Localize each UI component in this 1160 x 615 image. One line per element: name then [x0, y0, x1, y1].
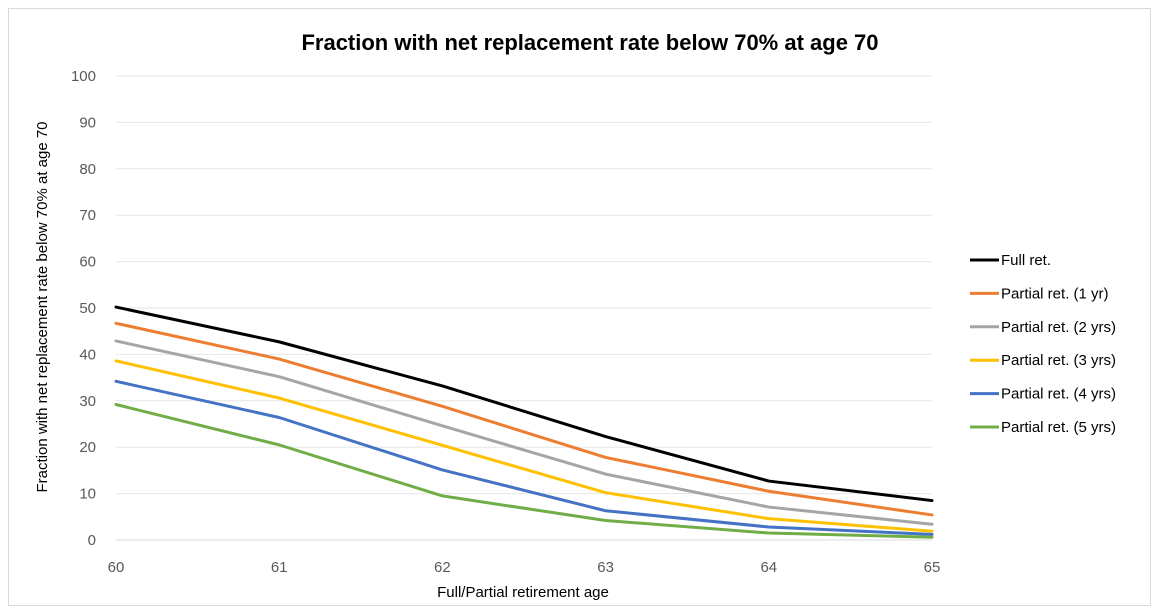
y-tick-label: 50: [79, 300, 96, 317]
series-line-4: [114, 359, 934, 533]
series-line-5: [114, 379, 934, 536]
x-axis-ticks: 60 61 62 63 64 65: [108, 559, 941, 576]
x-tick-label: 64: [760, 559, 777, 576]
y-tick-label: 70: [79, 207, 96, 224]
chart-frame: [8, 8, 1151, 606]
x-tick-label: 61: [271, 559, 288, 576]
legend-item: Partial ret. (3 yrs): [970, 352, 1116, 369]
series-line-6: [114, 403, 934, 539]
x-tick-label: 60: [108, 559, 125, 576]
x-tick-label: 63: [597, 559, 614, 576]
legend-label: Partial ret. (5 yrs): [1001, 419, 1116, 436]
legend-label: Partial ret. (1 yr): [1001, 285, 1109, 302]
chart-title: Fraction with net replacement rate below…: [301, 30, 878, 55]
y-axis-ticks: 0 10 20 30 40 50 60 70 80 90 100: [71, 68, 96, 549]
series-line-3: [114, 339, 934, 526]
x-tick-label: 62: [434, 559, 451, 576]
legend-item: Partial ret. (4 yrs): [970, 386, 1116, 403]
y-tick-label: 90: [79, 114, 96, 131]
legend-item: Full ret.: [970, 252, 1051, 269]
y-tick-label: 60: [79, 254, 96, 271]
x-tick-label: 65: [924, 559, 941, 576]
legend-item: Partial ret. (1 yr): [970, 285, 1109, 302]
legend-item: Partial ret. (5 yrs): [970, 419, 1116, 436]
y-axis-label: Fraction with net replacement rate below…: [34, 121, 51, 492]
legend-label: Partial ret. (3 yrs): [1001, 352, 1116, 369]
y-tick-label: 20: [79, 439, 96, 456]
series-line-2: [114, 321, 934, 517]
y-tick-label: 30: [79, 393, 96, 410]
series-line-1: [114, 305, 934, 503]
legend-label: Partial ret. (4 yrs): [1001, 386, 1116, 403]
x-axis-label: Full/Partial retirement age: [437, 584, 609, 601]
y-tick-label: 80: [79, 161, 96, 178]
y-tick-label: 40: [79, 346, 96, 363]
y-tick-label: 0: [88, 532, 96, 549]
legend-item: Partial ret. (2 yrs): [970, 319, 1116, 336]
y-tick-label: 100: [71, 68, 96, 85]
legend: Full ret. Partial ret. (1 yr) Partial ret.…: [970, 252, 1116, 436]
gridlines: [116, 75, 932, 541]
y-tick-label: 10: [79, 486, 96, 503]
series-lines: [114, 305, 934, 539]
legend-label: Partial ret. (2 yrs): [1001, 319, 1116, 336]
legend-label: Full ret.: [1001, 252, 1051, 269]
